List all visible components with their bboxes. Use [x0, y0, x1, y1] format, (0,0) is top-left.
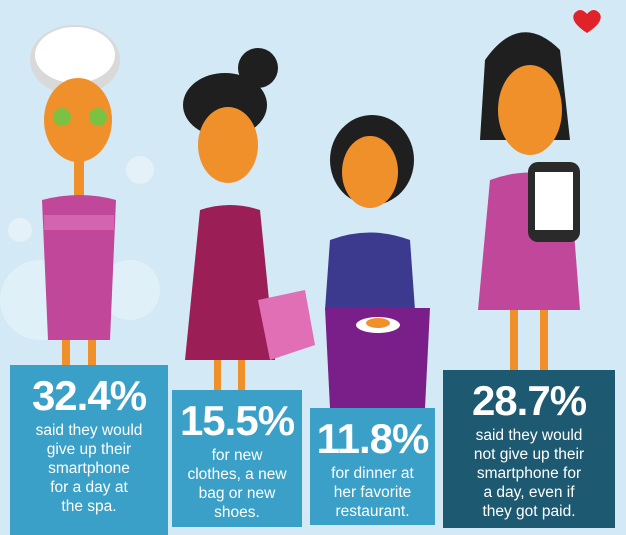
caption-line: for dinner at: [331, 465, 414, 482]
caption-line: restaurant.: [335, 503, 410, 520]
caption-line: shoes.: [214, 504, 260, 521]
caption-line: smartphone for: [476, 465, 582, 482]
caption-line: not give up their: [473, 446, 585, 463]
caption-line: for new: [211, 447, 263, 464]
stat-caption: for dinner at her favorite restaurant.: [310, 464, 435, 521]
stat-box: 28.7% said they would not give up their sm…: [443, 370, 615, 528]
stat-caption: for new clothes, a new bag or new shoes.: [172, 446, 302, 522]
caption-line: her favorite: [333, 484, 412, 501]
caption-line: smartphone: [48, 460, 130, 477]
stat-value: 28.7%: [471, 377, 587, 424]
caption-line: said they would: [35, 422, 143, 439]
stat-box: 32.4% said they would give up their smartp…: [10, 365, 168, 535]
caption-line: bag or new: [198, 485, 276, 502]
caption-line: they got paid.: [482, 503, 576, 520]
stat-caption: said they would not give up their smartpho…: [443, 426, 615, 521]
caption-line: said they would: [475, 427, 583, 444]
stat-caption: said they would give up their smartphone fo…: [10, 421, 168, 516]
caption-line: give up their: [46, 441, 132, 458]
caption-line: clothes, a new: [187, 466, 287, 483]
caption-line: the spa.: [61, 498, 117, 515]
stat-box: 15.5% for new clothes, a new bag or new sho…: [172, 390, 302, 527]
caption-line: for a day at: [50, 479, 128, 496]
caption-line: a day, even if: [483, 484, 575, 501]
stat-value: 32.4%: [31, 372, 147, 419]
stat-box: 11.8% for dinner at her favorite restauran…: [310, 408, 435, 525]
stat-value: 15.5%: [179, 397, 295, 444]
stat-value: 11.8%: [316, 415, 430, 462]
